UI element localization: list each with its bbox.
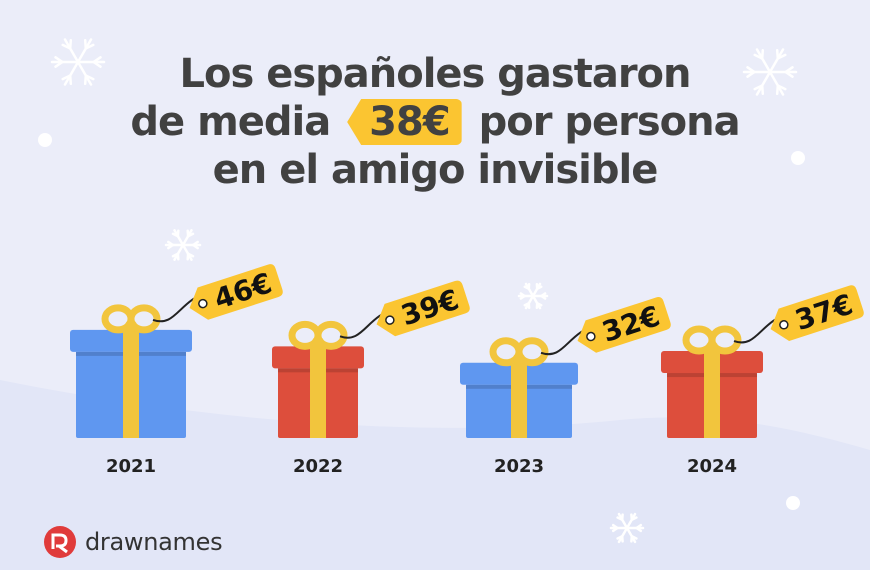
gift-bar-chart: 46€ 2021 39€ 2022 32€ 2023 37€ 2024 — [70, 264, 864, 477]
snowflake-icon — [742, 48, 798, 96]
price-tag: 37€ — [770, 285, 864, 341]
price-tag: 46€ — [189, 264, 283, 320]
gift-bar-2021: 46€ — [70, 264, 283, 438]
year-label: 2023 — [494, 456, 544, 477]
gift-bow-knot — [125, 319, 137, 332]
snow-dot — [791, 151, 805, 165]
drawnames-logo-icon — [44, 526, 76, 558]
average-price-tag: 38€ — [347, 99, 462, 145]
snowflake-icon — [609, 512, 645, 544]
gift-bow — [515, 337, 549, 367]
snowflake-icon — [50, 38, 106, 86]
gift-ribbon — [310, 346, 326, 438]
gift-bow-knot — [513, 352, 525, 365]
value-label: 46€ — [210, 266, 276, 315]
year-label: 2021 — [106, 456, 156, 477]
snowflake-icon — [164, 229, 202, 261]
gift-bow-knot — [706, 341, 718, 354]
headline-line-2-start: de media — [130, 99, 331, 145]
snow-decoration — [38, 38, 805, 544]
gift-bow — [314, 320, 348, 350]
headline-line-2-end: por persona — [478, 99, 741, 145]
price-tag-hole — [586, 331, 596, 342]
gift-bar-2022: 39€ — [272, 280, 470, 438]
gift-ribbon — [511, 362, 527, 438]
price-tag-shape — [577, 297, 671, 353]
price-tag: 39€ — [376, 280, 470, 337]
price-tag-shape — [189, 264, 283, 320]
headline-line-1: Los españoles gastaron — [179, 51, 691, 97]
gift-ribbon — [704, 351, 720, 438]
gift-bar-2024: 37€ — [661, 285, 864, 438]
price-tag-shape — [376, 280, 470, 337]
gift-ribbon — [123, 329, 139, 438]
year-label: 2024 — [687, 456, 737, 477]
value-label: 39€ — [397, 283, 463, 332]
price-tag-shape — [770, 285, 864, 341]
headline-line-2: de media 38€ por persona — [0, 98, 870, 146]
snowflake-icon — [517, 282, 549, 310]
gift-bow — [708, 325, 742, 355]
price-tag-hole — [385, 315, 395, 325]
snow-dot — [786, 496, 800, 510]
gift-bow-knot — [312, 336, 324, 349]
brand-name: drawnames — [85, 528, 223, 556]
value-label: 37€ — [791, 288, 857, 337]
price-tag-hole — [779, 320, 789, 330]
headline-line-3: en el amigo invisible — [212, 147, 659, 193]
gift-bar-2023: 32€ — [460, 297, 671, 438]
snow-dot — [38, 133, 52, 147]
price-tag: 32€ — [577, 297, 671, 353]
price-tag-hole — [198, 298, 208, 309]
value-label: 32€ — [598, 299, 664, 348]
year-label: 2022 — [293, 456, 343, 477]
snow-hill — [0, 380, 870, 570]
headline: Los españoles gastaron de media 38€ por … — [0, 50, 870, 194]
brand-logo[interactable]: drawnames — [43, 524, 223, 560]
gift-bow — [127, 304, 161, 334]
